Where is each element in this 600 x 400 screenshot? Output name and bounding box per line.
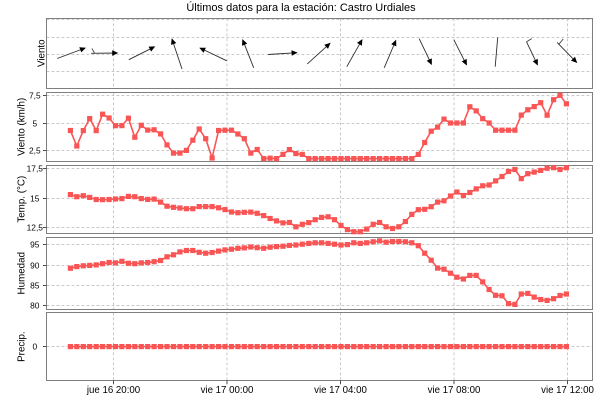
svg-text:7,5: 7,5 (29, 90, 41, 100)
svg-text:Humedad: Humedad (16, 252, 27, 294)
svg-text:vie 17 00:00: vie 17 00:00 (201, 385, 254, 396)
svg-text:17,5: 17,5 (27, 163, 44, 173)
svg-text:12,5: 12,5 (27, 222, 44, 232)
svg-text:Temp. (°C): Temp. (°C) (16, 176, 27, 223)
svg-text:Viento: Viento (36, 39, 47, 67)
svg-text:85: 85 (30, 280, 40, 290)
svg-text:Precip.: Precip. (16, 331, 27, 362)
svg-text:vie 17 04:00: vie 17 04:00 (314, 385, 367, 396)
svg-text:0: 0 (32, 341, 37, 351)
svg-text:jue 16 20:00: jue 16 20:00 (86, 385, 141, 396)
svg-text:15: 15 (30, 193, 40, 203)
svg-text:Últimos datos para la estación: Últimos datos para la estación: Castro U… (186, 1, 416, 14)
svg-text:vie 17 08:00: vie 17 08:00 (428, 385, 481, 396)
svg-text:2,5: 2,5 (29, 145, 41, 155)
svg-text:90: 90 (30, 260, 40, 270)
svg-text:80: 80 (30, 300, 40, 310)
svg-text:Viento (km/h): Viento (km/h) (16, 98, 27, 156)
svg-text:95: 95 (30, 239, 40, 249)
svg-text:vie 17 12:00: vie 17 12:00 (541, 385, 594, 396)
svg-text:5: 5 (32, 118, 37, 128)
